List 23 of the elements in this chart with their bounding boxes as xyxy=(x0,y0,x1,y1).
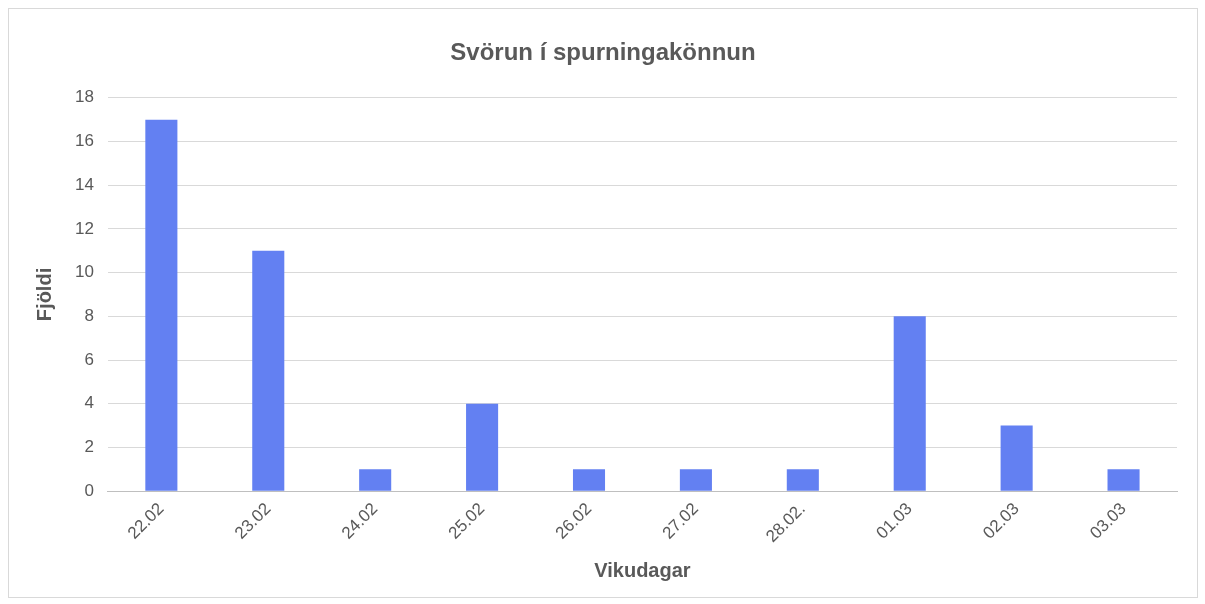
y-axis-title: Fjöldi xyxy=(32,267,55,322)
bar xyxy=(1107,469,1140,491)
y-tick-label: 18 xyxy=(74,87,94,107)
bar xyxy=(145,119,178,491)
y-tick-label: 2 xyxy=(84,437,94,457)
bar xyxy=(679,469,712,491)
bar xyxy=(252,250,285,491)
bar xyxy=(1000,425,1033,491)
y-tick-label: 8 xyxy=(84,306,94,326)
y-tick-label: 16 xyxy=(74,131,94,151)
bar xyxy=(893,316,926,491)
y-tick-label: 12 xyxy=(74,218,94,238)
bar xyxy=(786,469,819,491)
y-tick-label: 0 xyxy=(84,480,94,500)
y-tick-label: 4 xyxy=(84,393,94,413)
bar xyxy=(359,469,392,491)
y-tick-label: 10 xyxy=(74,262,94,282)
chart-title: Svörun í spurningakönnun xyxy=(450,38,756,66)
bar xyxy=(466,403,499,491)
y-tick-label: 14 xyxy=(74,174,94,194)
x-axis-title: Vikudagar xyxy=(594,558,691,581)
y-tick-label: 6 xyxy=(84,349,94,369)
bar xyxy=(572,469,606,491)
